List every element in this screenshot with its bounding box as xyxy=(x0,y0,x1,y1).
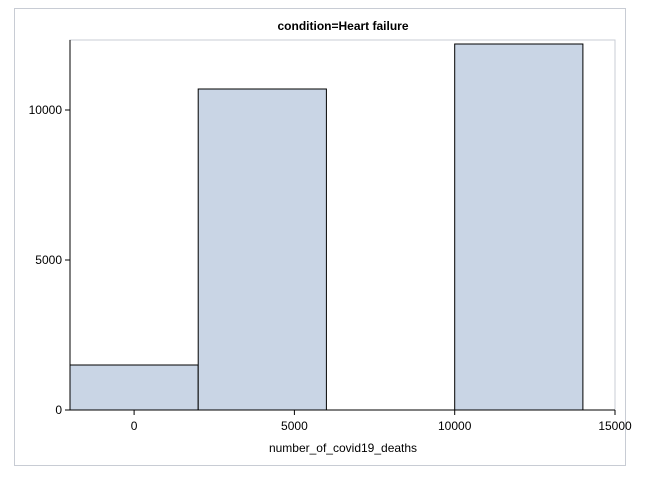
histogram-bar-0 xyxy=(69,364,199,411)
y-tick-label: 10000 xyxy=(29,103,63,117)
x-axis-ticks: 0 5000 10000 15000 xyxy=(131,410,632,433)
bars-group xyxy=(69,43,584,411)
histogram-bar-1 xyxy=(197,88,327,411)
y-tick-label: 5000 xyxy=(35,253,62,267)
chart-title: condition=Heart failure xyxy=(277,19,408,33)
x-tick-label: 15000 xyxy=(598,419,632,433)
y-tick-label: 0 xyxy=(55,403,62,417)
x-tick-label: 5000 xyxy=(281,419,308,433)
y-axis-ticks: 0 5000 10000 xyxy=(29,103,70,417)
x-axis-label: number_of_covid19_deaths xyxy=(269,441,417,455)
histogram-bar-3 xyxy=(454,43,584,411)
x-tick-label: 10000 xyxy=(438,419,472,433)
x-tick-label: 0 xyxy=(131,419,138,433)
